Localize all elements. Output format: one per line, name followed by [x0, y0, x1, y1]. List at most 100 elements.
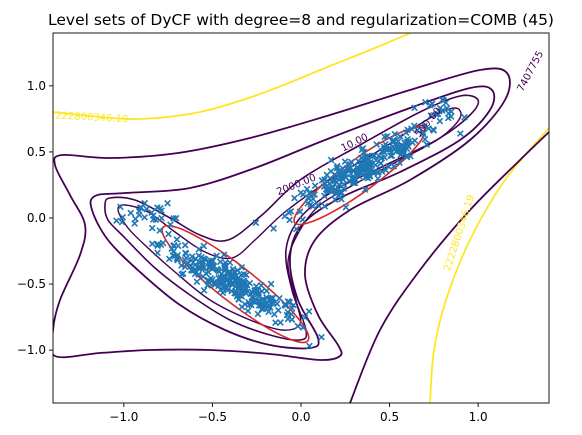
scatter-point [306, 342, 313, 350]
scatter-point [377, 160, 385, 167]
scatter-point [206, 264, 213, 272]
y-tick-label: −0.5 [17, 277, 46, 291]
contour-high-lower [429, 127, 549, 403]
scatter-point [208, 276, 216, 284]
scatter-point [400, 150, 408, 158]
y-tick-label: 1.0 [27, 79, 46, 93]
scatter-point [267, 280, 275, 288]
scatter-point [382, 140, 389, 148]
scatter-point [178, 271, 186, 278]
scatter-point [274, 306, 282, 314]
scatter-point [348, 158, 355, 166]
scatter-point [303, 185, 311, 193]
scatter-point [347, 170, 355, 178]
scatter-point [341, 158, 349, 165]
scatter-point [148, 240, 156, 248]
scatter-point [143, 205, 151, 213]
scatter-point [342, 173, 350, 181]
scatter-point [284, 298, 292, 305]
scatter-point [373, 141, 380, 148]
scatter-point [252, 219, 260, 227]
scatter-point [226, 277, 234, 285]
scatter-point [221, 284, 229, 291]
scatter-point [444, 114, 452, 122]
scatter-point [294, 322, 302, 330]
scatter-point [311, 182, 319, 190]
scatter-point [216, 258, 224, 266]
scatter-point [438, 107, 446, 114]
scatter-point [157, 241, 165, 249]
x-tick-label: −0.5 [198, 410, 227, 424]
scatter-point [257, 282, 265, 289]
scatter-point [320, 192, 328, 200]
scatter-point [167, 221, 174, 229]
scatter-point [421, 98, 429, 106]
scatter-point [353, 164, 361, 172]
scatter-point [306, 189, 313, 197]
scatter-point [255, 292, 263, 300]
scatter-point [181, 263, 189, 271]
scatter-point [172, 214, 180, 222]
contour-outer-right [349, 131, 549, 403]
scatter-point [238, 288, 246, 296]
scatter-point [262, 300, 269, 308]
scatter-point [238, 263, 246, 271]
scatter-point [119, 213, 127, 221]
scatter-point [299, 324, 307, 331]
scatter-point [383, 132, 391, 140]
scatter-point [244, 307, 252, 315]
scatter-point [152, 216, 160, 224]
scatter-point [321, 202, 329, 210]
scatter-point [420, 122, 428, 130]
scatter-point [259, 305, 267, 313]
scatter-point [213, 252, 221, 260]
scatter-point [419, 129, 427, 136]
scatter-point [333, 164, 341, 172]
scatter-point [158, 207, 165, 215]
scatter-point [209, 257, 217, 265]
scatter-point [396, 133, 404, 140]
scatter-point [170, 242, 178, 249]
scatter-point [254, 310, 262, 318]
scatter-point [447, 108, 455, 116]
scatter-point [409, 139, 416, 146]
scatter-point [344, 165, 352, 173]
scatter-point [221, 274, 228, 282]
scatter-point [318, 333, 325, 341]
scatter-point [331, 171, 339, 179]
scatter-point [304, 194, 312, 202]
scatter-point [305, 307, 313, 315]
x-tick-label: 0.5 [380, 410, 399, 424]
scatter-point [182, 250, 190, 257]
scatter-point [407, 152, 414, 160]
scatter-point [299, 216, 307, 223]
scatter-point [292, 225, 300, 233]
scatter-point [242, 286, 249, 293]
scatter-point [390, 163, 398, 170]
scatter-point [388, 148, 396, 156]
scatter-point [461, 113, 468, 121]
scatter-point [360, 162, 367, 170]
scatter-point [270, 299, 277, 307]
scatter-layer [113, 96, 468, 350]
scatter-point [363, 173, 370, 181]
scatter-point [429, 126, 437, 133]
scatter-point [333, 162, 341, 170]
scatter-point [178, 262, 185, 269]
scatter-point [220, 251, 228, 259]
scatter-point [328, 188, 336, 195]
scatter-point [396, 142, 404, 150]
scatter-point [195, 271, 202, 278]
scatter-point [385, 163, 392, 170]
scatter-point [284, 315, 292, 323]
scatter-point [359, 161, 367, 168]
scatter-point [181, 241, 189, 249]
scatter-point [173, 236, 181, 243]
contour-middle [89, 85, 496, 350]
scatter-point [419, 130, 427, 138]
scatter-point [265, 308, 272, 316]
scatter-point [342, 203, 350, 211]
scatter-point [338, 195, 345, 203]
contour-inner [104, 94, 480, 341]
scatter-point [225, 269, 232, 276]
